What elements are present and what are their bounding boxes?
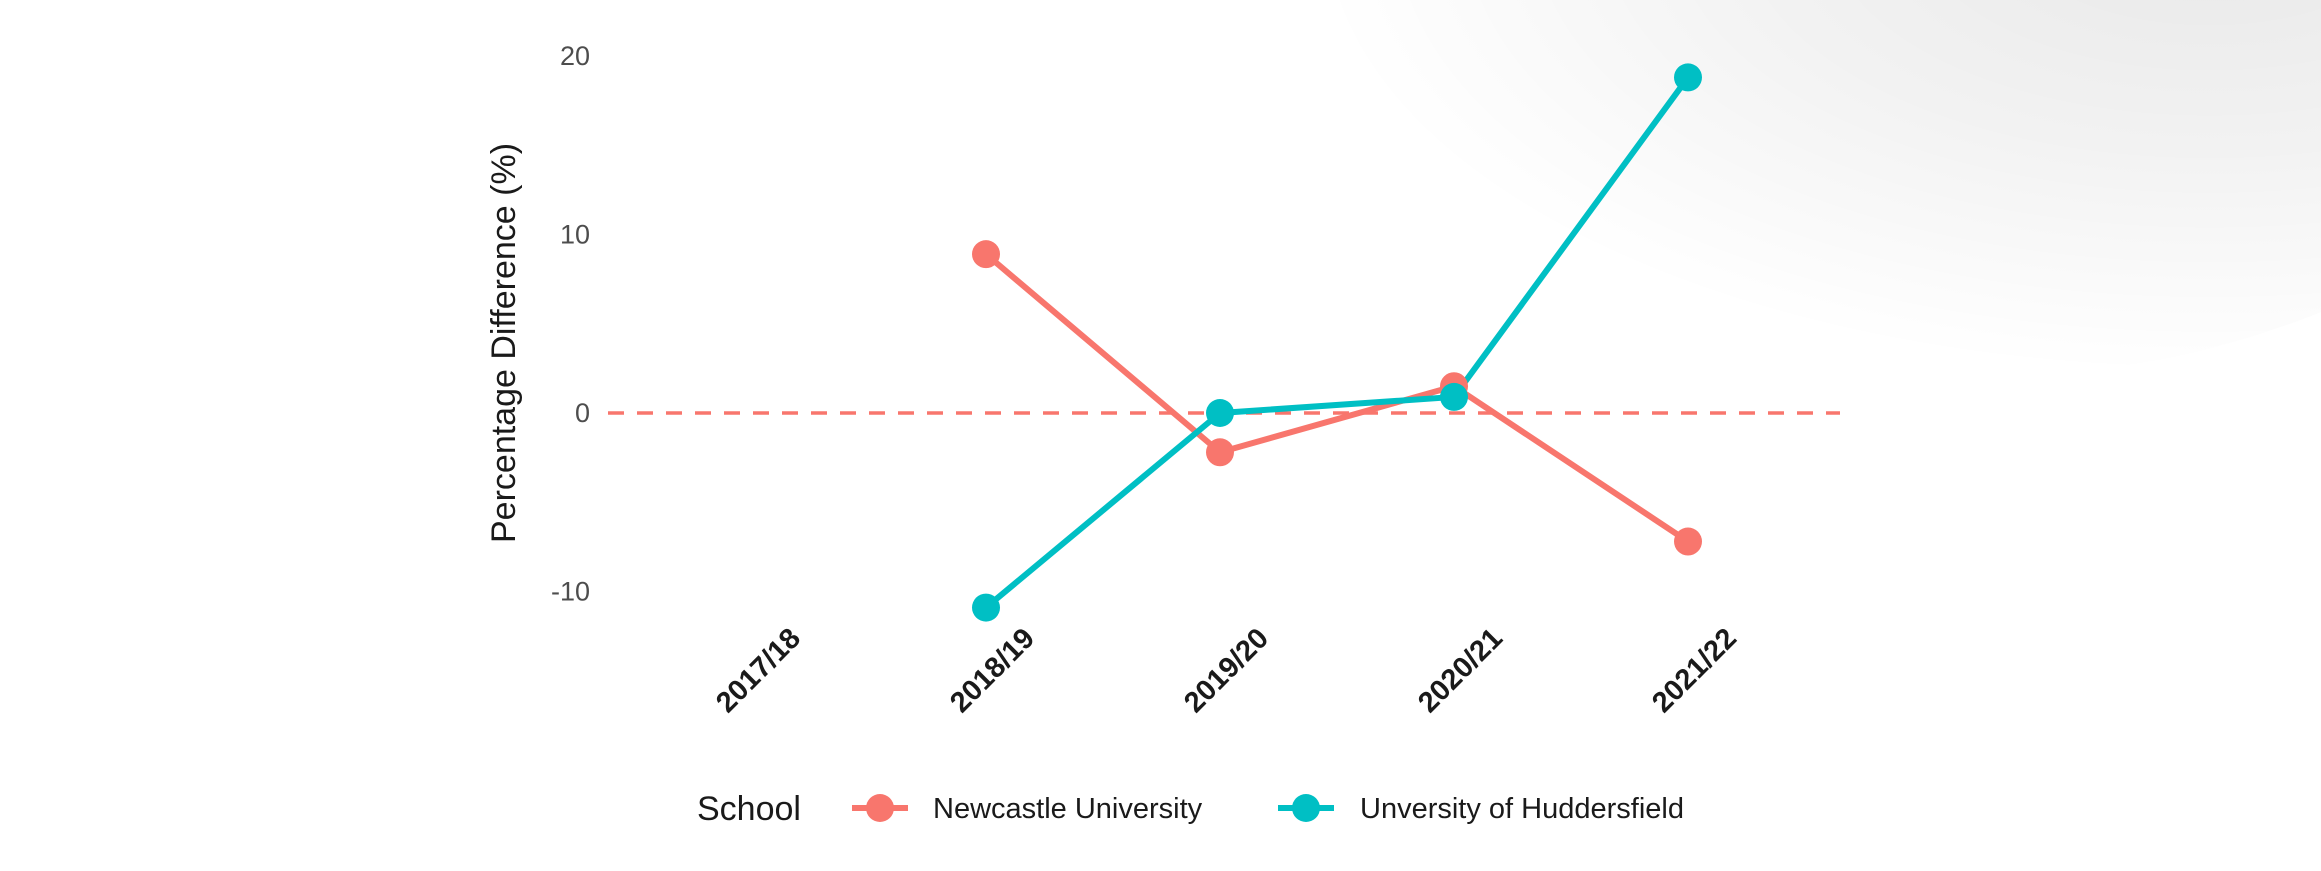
series-points bbox=[972, 63, 1702, 622]
data-point bbox=[1206, 438, 1234, 467]
x-tick-label: 2017/18 bbox=[710, 622, 807, 719]
data-point bbox=[1206, 399, 1234, 427]
legend-label: Unversity of Huddersfield bbox=[1360, 793, 1684, 825]
y-axis-ticks: 20 10 0 -10 bbox=[551, 41, 590, 607]
legend: School Newcastle University Unversity of … bbox=[697, 790, 1684, 828]
x-tick-label: 2018/19 bbox=[944, 622, 1041, 719]
legend-item: Unversity of Huddersfield bbox=[1278, 793, 1684, 825]
data-point bbox=[1674, 63, 1702, 92]
x-tick-label: 2021/22 bbox=[1646, 622, 1743, 719]
y-axis-label: Percentage Difference (%) bbox=[485, 143, 523, 543]
data-point bbox=[1440, 382, 1468, 411]
y-tick-label: -10 bbox=[551, 577, 590, 607]
y-tick-label: 20 bbox=[560, 41, 590, 71]
y-tick-label: 10 bbox=[560, 220, 590, 250]
series-lines bbox=[983, 74, 1691, 611]
series-line-0 bbox=[983, 251, 1691, 545]
y-tick-label: 0 bbox=[575, 398, 590, 428]
data-point bbox=[1674, 527, 1702, 556]
legend-item: Newcastle University bbox=[852, 793, 1203, 825]
legend-key-point bbox=[1292, 794, 1320, 822]
x-tick-label: 2020/21 bbox=[1412, 622, 1509, 719]
x-tick-label: 2019/20 bbox=[1178, 622, 1275, 719]
legend-label: Newcastle University bbox=[933, 793, 1203, 825]
data-point bbox=[972, 240, 1000, 269]
series-line-1 bbox=[983, 74, 1691, 611]
legend-items: Newcastle University Unversity of Hudders… bbox=[852, 793, 1684, 825]
legend-key-point bbox=[866, 794, 894, 822]
legend-title: School bbox=[697, 790, 801, 828]
x-axis-ticks: 2017/18 2018/19 2019/20 2020/21 2021/22 bbox=[710, 622, 1743, 719]
data-point bbox=[972, 593, 1000, 622]
